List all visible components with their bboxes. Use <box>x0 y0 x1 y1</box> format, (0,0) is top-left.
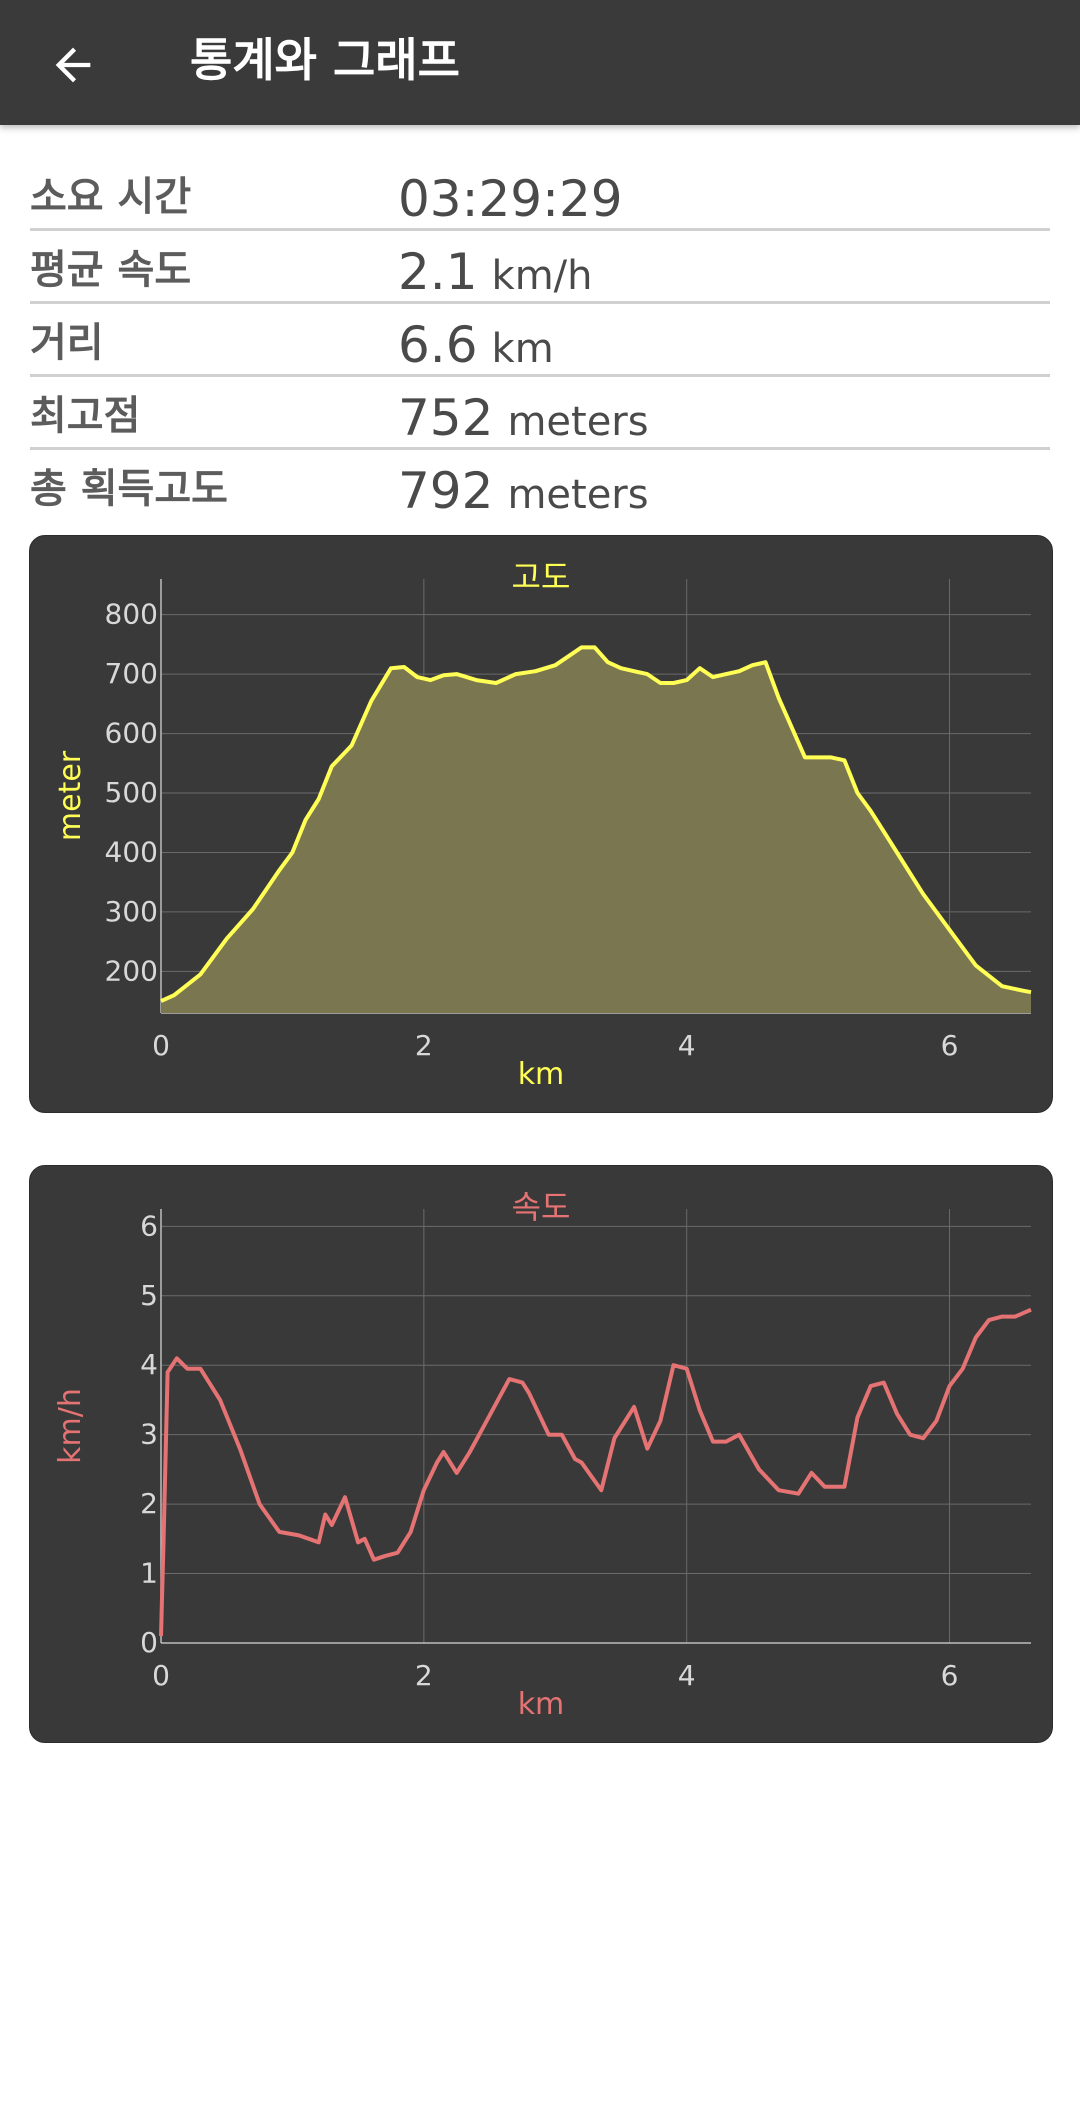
speed-chart-card: 0 1 2 3 4 5 6 0 2 4 6 속도 km km/h <box>29 1165 1053 1743</box>
stat-number: 6.6 <box>398 316 478 374</box>
stat-label: 거리 <box>30 320 104 366</box>
chart-title: 속도 <box>512 1188 571 1226</box>
y-tick-label: 5 <box>140 1279 158 1312</box>
stat-unit: km/h <box>491 253 593 299</box>
stat-number: 792 <box>398 462 494 520</box>
app-bar: 통계와 그래프 <box>0 0 1080 125</box>
y-tick-label: 2 <box>140 1487 158 1520</box>
x-tick-label: 4 <box>678 1659 696 1692</box>
y-tick-label: 3 <box>140 1418 158 1451</box>
stat-label: 소요 시간 <box>30 174 192 220</box>
x-tick-label: 6 <box>941 1659 959 1692</box>
stat-unit: km <box>491 326 554 372</box>
x-tick-label: 4 <box>678 1029 696 1062</box>
stat-value: 792 meters <box>398 462 649 520</box>
altitude-chart-card: 200 300 400 500 600 700 800 0 2 4 6 고도 km meter <box>29 535 1053 1113</box>
stat-unit: meters <box>507 472 649 518</box>
y-axis-label: meter <box>53 750 88 841</box>
x-tick-label: 0 <box>152 1029 170 1062</box>
stat-row-avg-speed: 평균 속도 2.1 km/h <box>30 231 1050 304</box>
stat-row-duration: 소요 시간 03:29:29 <box>30 158 1050 231</box>
back-button[interactable] <box>30 22 116 108</box>
stat-value: 2.1 km/h <box>398 243 593 301</box>
stat-row-max-altitude: 최고점 752 meters <box>30 377 1050 450</box>
stat-unit: meters <box>507 399 649 445</box>
y-tick-label: 6 <box>140 1209 158 1242</box>
y-tick-label: 200 <box>105 954 158 987</box>
y-tick-label: 500 <box>105 776 158 809</box>
y-tick-label: 300 <box>105 895 158 928</box>
arrow-left-icon <box>55 47 91 83</box>
stat-row-distance: 거리 6.6 km <box>30 304 1050 377</box>
x-tick-label: 6 <box>941 1029 959 1062</box>
y-tick-label: 400 <box>105 835 158 868</box>
x-tick-label: 2 <box>415 1029 433 1062</box>
chart-title: 고도 <box>512 558 571 596</box>
y-tick-label: 600 <box>105 717 158 750</box>
y-tick-label: 800 <box>105 598 158 631</box>
y-tick-label: 4 <box>140 1348 158 1381</box>
stat-number: 2.1 <box>398 243 478 301</box>
stat-value: 03:29:29 <box>398 170 623 228</box>
stat-row-total-ascent: 총 획득고도 792 meters <box>30 450 1050 520</box>
x-axis-label: km <box>518 1687 565 1722</box>
page-title: 통계와 그래프 <box>190 33 460 87</box>
stats-list: 소요 시간 03:29:29 평균 속도 2.1 km/h 거리 6.6 km 최고… <box>30 158 1050 520</box>
stat-number: 03:29:29 <box>398 170 623 228</box>
x-axis-label: km <box>518 1057 565 1092</box>
x-tick-label: 2 <box>415 1659 433 1692</box>
speed-chart: 0 1 2 3 4 5 6 0 2 4 6 속도 km km/h <box>53 1188 1032 1722</box>
stat-value: 6.6 km <box>398 316 554 374</box>
y-tick-label: 1 <box>140 1557 158 1590</box>
altitude-chart: 200 300 400 500 600 700 800 0 2 4 6 고도 km meter <box>53 558 1032 1092</box>
stat-label: 총 획득고도 <box>30 466 228 512</box>
stat-number: 752 <box>398 389 494 447</box>
stat-value: 752 meters <box>398 389 649 447</box>
y-tick-label: 0 <box>140 1626 158 1659</box>
area-fill <box>161 647 1031 1013</box>
series-line <box>160 645 1032 1003</box>
y-axis-label: km/h <box>53 1388 88 1464</box>
series-line <box>159 1307 1032 1637</box>
stat-label: 평균 속도 <box>30 247 192 293</box>
x-tick-label: 0 <box>152 1659 170 1692</box>
stat-label: 최고점 <box>30 393 141 439</box>
y-tick-label: 700 <box>105 657 158 690</box>
